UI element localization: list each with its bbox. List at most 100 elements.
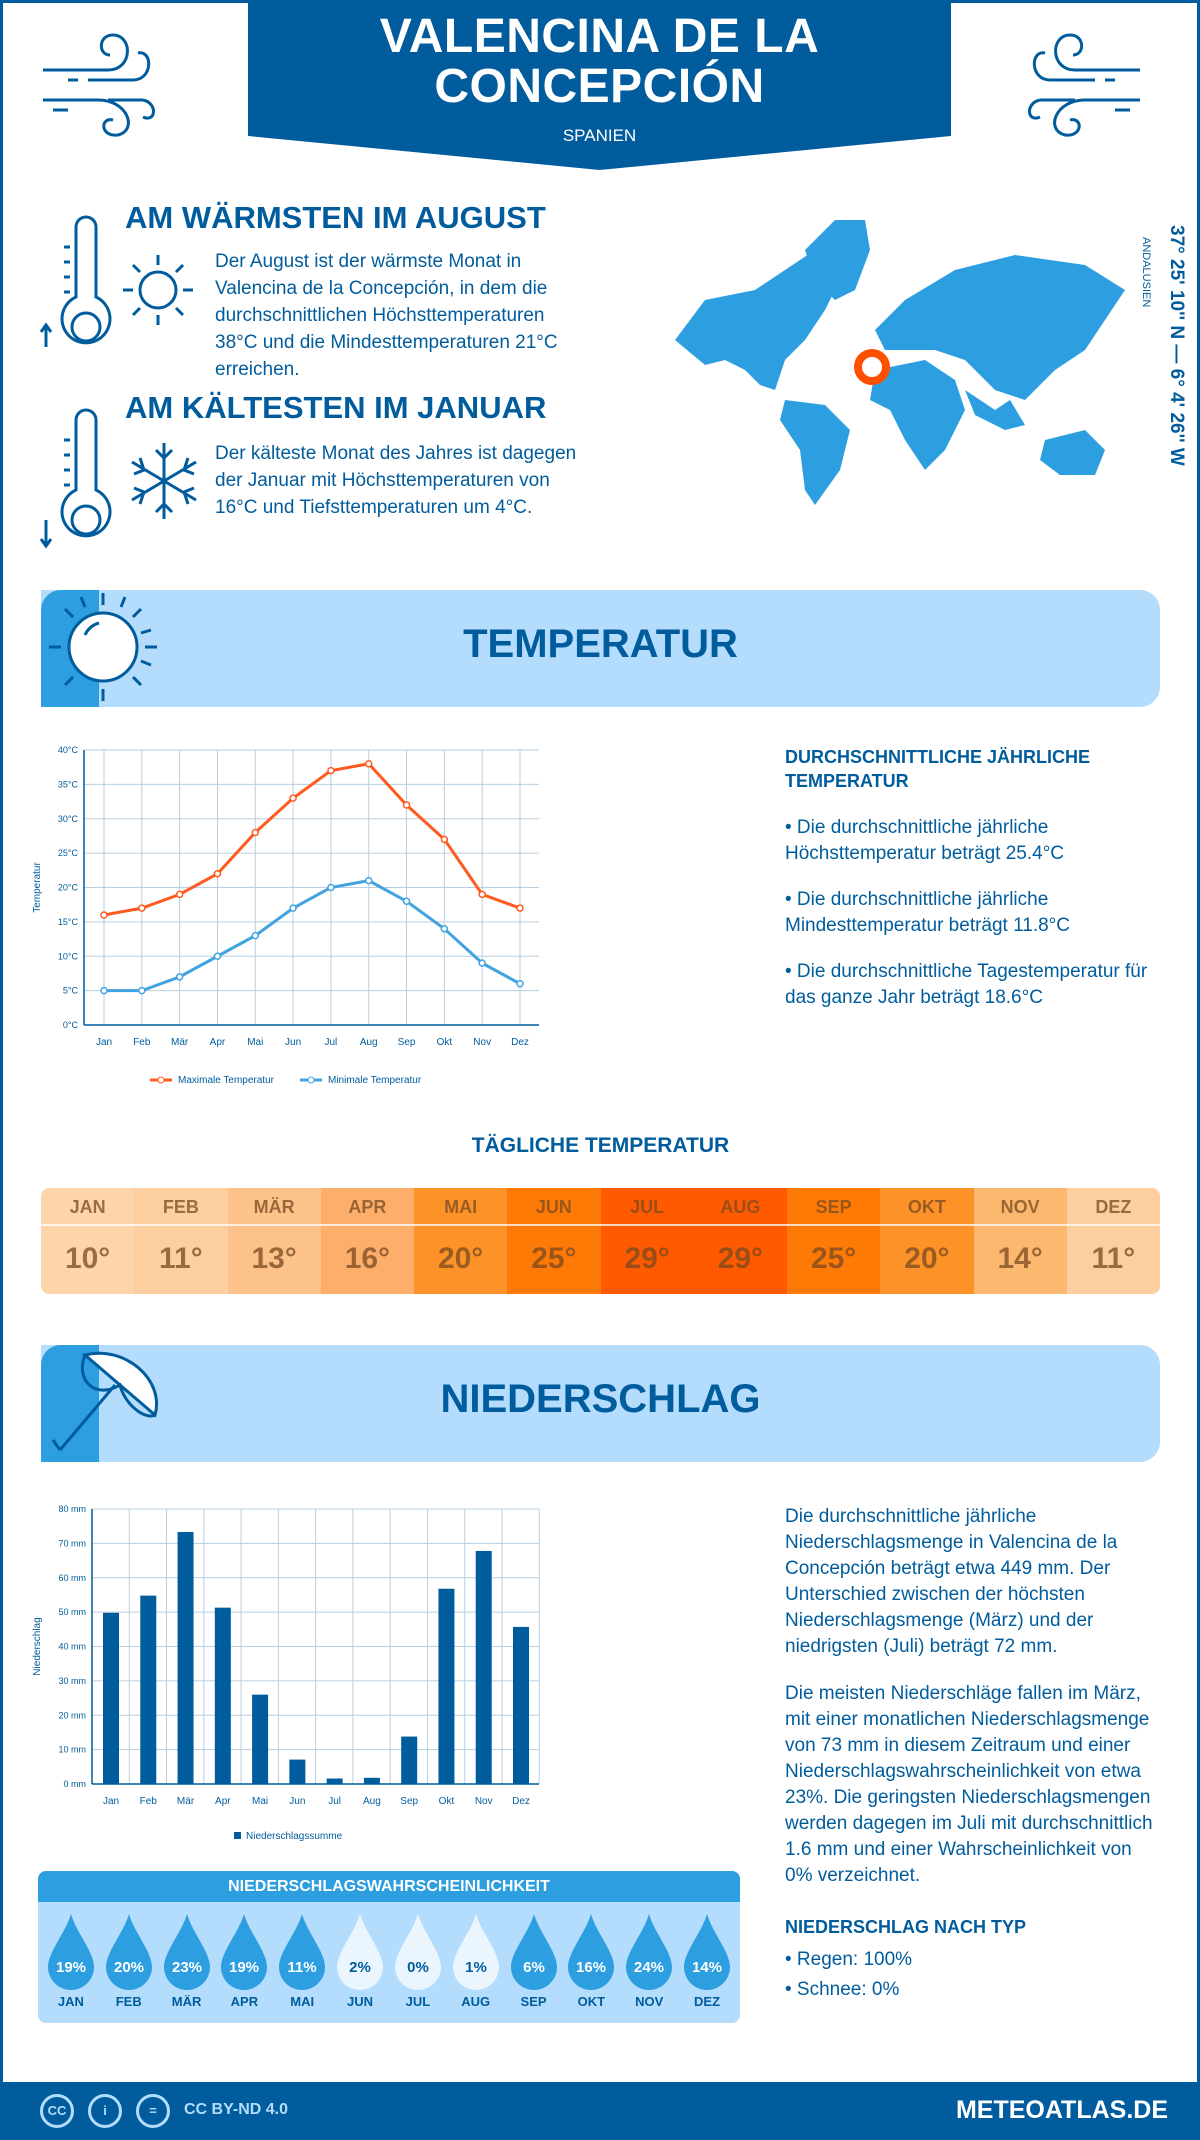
data-point <box>138 986 146 995</box>
annual-min-text: • Die durchschnittliche jährliche Mindes… <box>785 889 1070 936</box>
rain-share: • Regen: 100% <box>785 1949 913 1970</box>
footer <box>0 2082 1200 2140</box>
raindrop-icon: 0% <box>394 1914 441 1990</box>
daily-temp-value: 29° <box>624 1242 670 1275</box>
precipitation-bar <box>363 1777 380 1784</box>
y-tick-label: 35°C <box>58 779 79 789</box>
x-tick-label: Sep <box>398 1037 416 1048</box>
precipitation-banner-tab <box>41 1345 99 1462</box>
data-point <box>100 911 108 919</box>
x-tick-label: Apr <box>210 1037 226 1048</box>
raindrop-icon: 11% <box>279 1914 326 1990</box>
raindrop-icon: 1% <box>452 1914 499 1990</box>
daily-temp-month: FEB <box>134 1188 228 1226</box>
y-tick-label: 80 mm <box>58 1504 86 1514</box>
probability-value: 1% <box>465 1959 487 1976</box>
title-banner <box>248 0 951 170</box>
data-point <box>440 925 449 933</box>
y-tick-label: 0°C <box>63 1020 79 1030</box>
probability-month: APR <box>230 1994 259 2009</box>
x-tick-label: Mai <box>252 1796 268 1807</box>
y-tick-label: 0 mm <box>64 1779 87 1789</box>
data-point <box>213 952 222 960</box>
daily-temp-month: NOV <box>973 1188 1067 1226</box>
precipitation-paragraph-1: Die durchschnittliche jährliche Niedersc… <box>785 1506 1118 1657</box>
daily-temp-month: JAN <box>41 1188 135 1226</box>
data-point <box>289 904 297 912</box>
attribution-icon: i <box>88 2094 122 2128</box>
raindrop-icon: 20% <box>105 1914 152 1990</box>
precipitation-probability-panel: NIEDERSCHLAGSWAHRSCHEINLICHKEIT 19% JAN 20… <box>38 1871 740 2023</box>
data-point <box>175 890 184 899</box>
temperature-banner <box>41 590 1160 707</box>
legend-label: Maximale Temperatur <box>178 1075 275 1086</box>
data-point <box>327 883 335 892</box>
brand-link[interactable]: METEOATLAS.DE <box>955 2096 1168 2124</box>
x-tick-label: Jun <box>285 1037 301 1048</box>
probability-drop: 14% DEZ <box>678 1912 736 2009</box>
warmest-text: Der August ist der wärmste Monat in Vale… <box>215 251 558 380</box>
probability-value: 2% <box>349 1959 371 1976</box>
raindrop-icon: 6% <box>510 1914 557 1990</box>
precipitation-chart: 0 mm 10 mm 20 mm 30 mm 40 mm 50 mm 60 mm 70 mm 8… <box>32 1504 540 1842</box>
data-point <box>364 876 373 885</box>
data-point <box>175 973 184 981</box>
license-link[interactable]: CC BY-ND 4.0 <box>184 2101 289 2118</box>
temperature-chart: 0°C 5°C 10°C 15°C 20°C 25°C 30°C 35°C 40°C Jan Feb… <box>32 745 539 1086</box>
probability-value: 20% <box>114 1959 144 1976</box>
precipitation-bar <box>177 1532 194 1784</box>
y-tick-label: 25°C <box>58 848 79 858</box>
probability-drop: 2% JUN <box>331 1912 389 2009</box>
y-axis-label: Niederschlag <box>32 1617 43 1675</box>
daily-temp-month: OKT <box>880 1188 974 1226</box>
y-tick-label: 60 mm <box>58 1573 86 1583</box>
coldest-heading: AM KÄLTESTEN IM JANUAR <box>125 390 547 425</box>
x-tick-label: Aug <box>363 1796 381 1807</box>
data-point <box>289 794 297 802</box>
probability-value: 19% <box>229 1959 259 1976</box>
data-point <box>440 835 449 844</box>
cc-icon: CC <box>40 2094 74 2128</box>
precipitation-bar <box>475 1550 492 1784</box>
annual-max-text: • Die durchschnittliche jährliche Höchst… <box>785 817 1065 864</box>
y-tick-label: 10°C <box>58 951 79 961</box>
daily-temp-month: JUN <box>507 1188 601 1226</box>
precipitation-bar <box>103 1612 119 1784</box>
snowflake-icon <box>131 443 197 519</box>
probability-value: 24% <box>634 1959 664 1976</box>
precipitation-bar <box>438 1588 455 1784</box>
x-tick-label: Nov <box>475 1796 493 1807</box>
y-tick-label: 40°C <box>58 745 79 755</box>
title-line-2: CONCEPCIÓN <box>434 60 765 113</box>
data-point <box>478 890 486 899</box>
x-tick-label: Apr <box>215 1796 231 1807</box>
precipitation-probability-heading: NIEDERSCHLAGSWAHRSCHEINLICHKEIT <box>38 1871 740 1902</box>
probability-drop: 1% AUG <box>447 1912 505 2009</box>
precipitation-bar <box>140 1595 157 1784</box>
daily-temperature-heading: TÄGLICHE TEMPERATUR <box>471 1134 730 1157</box>
data-point <box>213 870 222 878</box>
thermometer-warm-icon <box>39 215 112 347</box>
probability-month: JAN <box>57 1994 84 2009</box>
data-point <box>478 959 486 967</box>
daily-temp-value: 10° <box>64 1242 111 1275</box>
data-point <box>402 897 411 905</box>
raindrop-icon: 23% <box>163 1914 210 1990</box>
daily-temp-cell: JUL 29° <box>600 1188 694 1294</box>
x-tick-label: Aug <box>360 1037 378 1048</box>
data-point <box>364 760 373 768</box>
daily-temp-value: 14° <box>997 1242 1043 1275</box>
probability-drop: 23% MÄR <box>158 1912 216 2009</box>
series-line <box>104 879 521 993</box>
daily-temp-month: DEZ <box>1066 1188 1160 1226</box>
probability-drop: 20% FEB <box>100 1912 158 2009</box>
daily-temp-cell: JUN 25° <box>507 1188 601 1294</box>
x-tick-label: Feb <box>133 1037 151 1048</box>
x-tick-label: Nov <box>473 1037 491 1048</box>
probability-month: NOV <box>635 1994 664 2009</box>
probability-value: 14% <box>692 1959 722 1976</box>
data-point <box>516 980 524 988</box>
data-point <box>402 801 411 809</box>
probability-month: JUL <box>405 1994 431 2009</box>
raindrop-icon: 19% <box>221 1914 268 1990</box>
